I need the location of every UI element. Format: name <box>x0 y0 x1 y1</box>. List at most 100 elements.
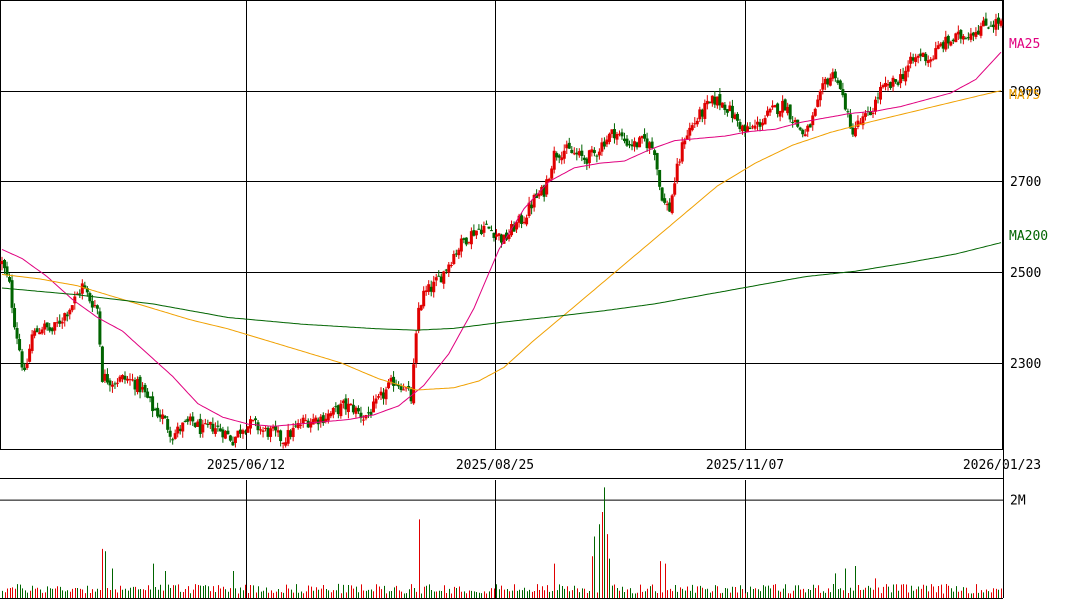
candle-body <box>695 120 699 125</box>
candle-body <box>540 186 544 195</box>
candle-body <box>8 277 12 282</box>
candle-body <box>15 328 19 339</box>
candle-body <box>186 418 190 422</box>
candle-body <box>78 293 82 295</box>
candle-body <box>156 407 160 417</box>
candle-body <box>658 169 662 187</box>
candle-body <box>341 400 345 404</box>
candle-body <box>492 232 496 238</box>
candle-body <box>196 421 200 427</box>
candle-body <box>439 276 443 283</box>
ma-label-ma200: MA200 <box>1009 229 1048 244</box>
candle-body <box>168 430 172 437</box>
candle-body <box>683 140 687 145</box>
candle-body <box>610 129 614 134</box>
candle-body <box>281 442 285 444</box>
candle-body <box>326 413 330 421</box>
candle-body <box>226 430 230 435</box>
candle-body <box>339 403 343 417</box>
candle-body <box>876 97 880 99</box>
candle-body <box>95 305 99 309</box>
candle-body <box>10 280 14 308</box>
candle-body <box>304 420 308 422</box>
candle-body <box>321 415 325 424</box>
candle-body <box>208 421 212 425</box>
candle-body <box>881 85 885 88</box>
price-tick-label: 2900 <box>1010 85 1041 100</box>
candle-body <box>542 185 546 197</box>
candle-body <box>60 321 64 324</box>
candle-body <box>444 269 448 271</box>
candle-body <box>166 419 170 430</box>
candle-body <box>489 230 493 232</box>
candle-body <box>500 234 503 243</box>
candle-body <box>23 367 27 370</box>
candle-body <box>996 17 1000 24</box>
candle-body <box>402 389 406 391</box>
candle-body <box>655 153 659 170</box>
candle-body <box>53 322 57 331</box>
candle-body <box>979 26 983 36</box>
candle-body <box>532 194 536 208</box>
candle-body <box>698 109 702 120</box>
candle-body <box>783 99 787 111</box>
candle-body <box>3 259 7 269</box>
candle-body <box>183 420 187 422</box>
candle-body <box>329 413 333 417</box>
candle-body <box>412 364 416 404</box>
candle-body <box>745 126 749 133</box>
candle-body <box>959 30 963 39</box>
candle-body <box>251 419 255 421</box>
candle-body <box>633 141 637 147</box>
candle-body <box>33 330 37 336</box>
date-tick-label: 2025/11/07 <box>706 458 784 473</box>
candle-body <box>821 83 825 90</box>
candle-body <box>65 314 69 317</box>
candle-body <box>580 150 584 156</box>
candle-body <box>389 377 393 382</box>
candle-body <box>758 122 762 127</box>
candle-body <box>163 415 167 419</box>
candle-body <box>58 320 62 324</box>
candle-body <box>105 374 109 383</box>
candle-body <box>720 102 724 108</box>
candle-body <box>479 229 483 235</box>
candle-body <box>971 32 975 36</box>
candle-body <box>868 111 872 116</box>
candle-body <box>939 43 943 46</box>
candle-body <box>38 332 42 335</box>
candle-body <box>552 150 556 170</box>
candle-body <box>803 134 807 137</box>
candle-body <box>218 428 222 432</box>
candle-body <box>590 149 594 153</box>
candle-body <box>40 329 44 334</box>
candle-body <box>560 157 564 161</box>
candle-body <box>738 122 742 130</box>
candle-body <box>198 418 202 435</box>
candle-body <box>43 323 47 330</box>
candle-body <box>776 103 780 115</box>
candle-body <box>856 120 860 127</box>
candle-body <box>161 414 165 420</box>
candle-body <box>688 127 692 136</box>
candle-body <box>786 106 790 114</box>
candle-body <box>791 121 795 123</box>
candle-body <box>826 78 830 85</box>
price-tick-label: 2700 <box>1010 175 1041 190</box>
candle-body <box>612 129 616 139</box>
candle-body <box>55 322 59 324</box>
candle-body <box>813 108 817 116</box>
candle-body <box>550 168 554 179</box>
candle-body <box>964 38 968 40</box>
ma-line-ma25 <box>1 51 1002 427</box>
candle-body <box>138 376 142 393</box>
candle-body <box>238 429 242 434</box>
candle-body <box>309 421 313 428</box>
candle-body <box>419 305 423 311</box>
ma-label-ma75: MA75 <box>1009 88 1040 103</box>
candle-body <box>178 428 182 432</box>
candle-body <box>173 433 177 439</box>
candle-body <box>981 20 985 27</box>
candle-body <box>18 339 22 351</box>
candle-body <box>497 233 501 236</box>
